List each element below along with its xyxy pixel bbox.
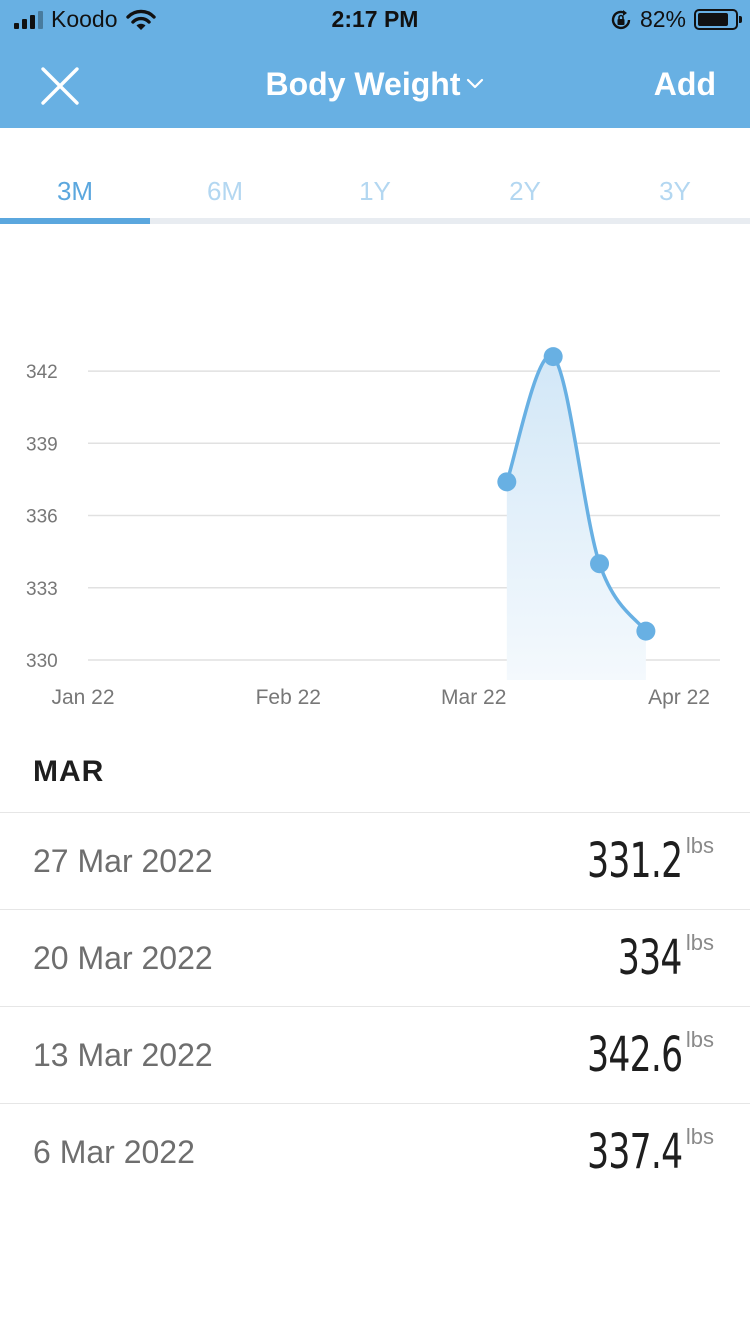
series-line <box>505 353 648 633</box>
signal-icon <box>14 10 43 29</box>
entry-unit: lbs <box>685 833 714 858</box>
battery-icon <box>694 9 742 30</box>
data-point <box>636 621 656 641</box>
wifi-icon <box>125 9 156 30</box>
list-item[interactable]: 20 Mar 2022 334 lbs <box>0 909 750 1006</box>
entry-value: 342.6 <box>586 1027 683 1083</box>
entry-date: 27 Mar 2022 <box>33 843 213 879</box>
x-tick-label: Feb 22 <box>256 686 321 709</box>
entry-value: 334 <box>618 930 683 986</box>
rotation-lock-icon <box>611 9 631 29</box>
month-section-title: MAR <box>33 755 105 788</box>
range-tabs: 3M 6M 1Y 2Y 3Y <box>0 128 750 224</box>
carrier-name: Koodo <box>51 6 118 32</box>
entry-date: 20 Mar 2022 <box>33 940 213 976</box>
y-tick-label: 333 <box>26 579 58 600</box>
entry-unit: lbs <box>685 1027 714 1052</box>
data-point <box>543 347 563 367</box>
y-tick-label: 339 <box>26 434 58 455</box>
tab-2y[interactable]: 2Y <box>509 176 541 206</box>
metric-selector[interactable]: Body Weight <box>0 66 750 103</box>
tab-1y[interactable]: 1Y <box>359 176 391 206</box>
tab-3m[interactable]: 3M <box>56 176 94 206</box>
status-time: 2:17 PM <box>331 6 419 32</box>
close-icon[interactable] <box>38 64 82 108</box>
data-point <box>590 554 610 574</box>
x-tick-label: Apr 22 <box>648 686 710 709</box>
weight-entries-list: 27 Mar 2022 331.2 lbs 20 Mar 2022 334 lb… <box>0 812 750 1200</box>
battery-percent: 82% <box>639 6 686 32</box>
list-item[interactable]: 6 Mar 2022 337.4 lbs <box>0 1103 750 1200</box>
status-bar: Koodo 2:17 PM 82% <box>0 0 750 40</box>
list-item[interactable]: 27 Mar 2022 331.2 lbs <box>0 812 750 909</box>
chevron-down-icon <box>467 78 484 89</box>
tab-indicator <box>0 218 150 224</box>
list-item[interactable]: 13 Mar 2022 342.6 lbs <box>0 1006 750 1103</box>
entry-value: 337.4 <box>586 1124 683 1180</box>
x-tick-label: Mar 22 <box>441 686 506 709</box>
x-tick-label: Jan 22 <box>51 686 114 709</box>
nav-bar: Body Weight Add <box>0 40 750 128</box>
chart-svg: 330 333 336 339 342 Jan 22 Feb 22 Mar 22 Apr 22 <box>26 347 720 709</box>
entry-value: 331.2 <box>586 833 683 889</box>
tab-6m[interactable]: 6M <box>206 176 244 206</box>
series-area <box>506 355 646 680</box>
carrier-group: Koodo <box>14 6 156 33</box>
entry-date: 13 Mar 2022 <box>33 1037 213 1073</box>
y-tick-label: 330 <box>26 651 58 672</box>
entry-unit: lbs <box>685 1124 714 1149</box>
status-right: 82% <box>610 6 742 33</box>
weight-chart: 330 333 336 339 342 Jan 22 Feb 22 Mar 22 Apr 22 <box>0 230 750 730</box>
entry-date: 6 Mar 2022 <box>33 1134 195 1170</box>
y-tick-label: 342 <box>26 362 58 383</box>
tab-3y[interactable]: 3Y <box>659 176 691 206</box>
page-title: Body Weight <box>265 66 461 102</box>
add-button[interactable]: Add <box>653 66 716 102</box>
data-point <box>497 472 517 492</box>
y-tick-label: 336 <box>26 507 58 528</box>
entry-unit: lbs <box>685 930 714 955</box>
